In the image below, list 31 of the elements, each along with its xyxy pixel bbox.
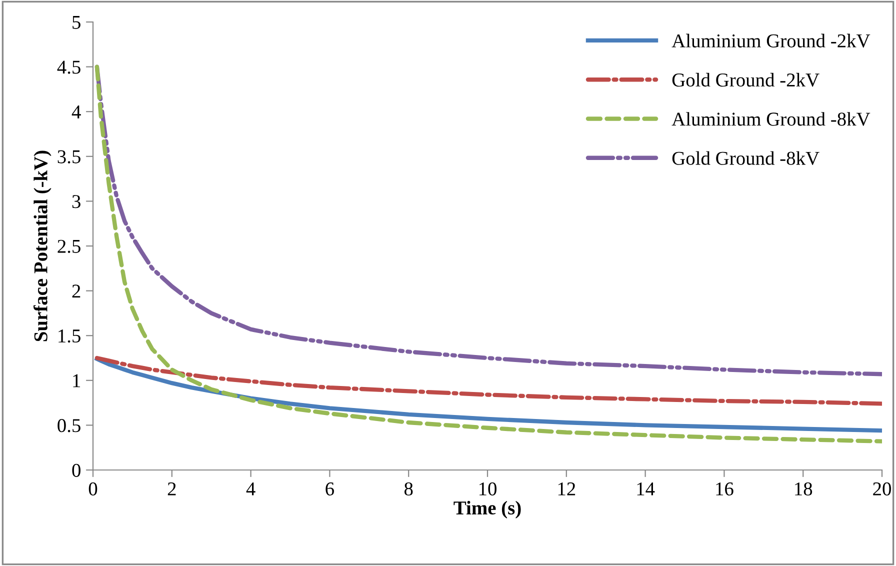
line-series: [94, 356, 882, 406]
y-axis-title: Surface Potential (-kV): [34, 150, 52, 342]
x-tick-label: 10: [479, 482, 496, 496]
x-tick-label: 2: [168, 482, 176, 496]
legend-label: Gold Ground -8kV: [672, 151, 820, 165]
legend-label: Aluminium Ground -2kV: [672, 34, 870, 48]
y-tick-label: 0: [72, 464, 80, 477]
y-tick-label: 4: [72, 106, 81, 118]
x-tick-label: 12: [558, 482, 576, 496]
x-tick-label: 0: [88, 482, 98, 496]
x-axis-title: Time (s): [454, 500, 521, 518]
y-tick-label: 1: [73, 374, 80, 388]
x-tick-label: 6: [326, 482, 334, 496]
line-series: [94, 64, 882, 444]
y-tick-label: 4.5: [57, 60, 80, 74]
y-tick-label: 2.5: [58, 240, 80, 254]
legend-label: Aluminium Ground -8kV: [672, 112, 870, 126]
y-tick-label: 3: [72, 195, 80, 208]
legend-label: Gold Ground -2kV: [672, 72, 820, 87]
y-tick-label: 3.5: [58, 150, 80, 164]
y-tick-label: 0.5: [58, 419, 80, 432]
y-tick-label: 2: [72, 284, 80, 298]
x-tick-label: 4: [246, 482, 256, 496]
x-tick-label: 20: [873, 482, 891, 496]
x-tick-label: 18: [795, 482, 812, 496]
y-tick-label: 5: [72, 16, 80, 29]
y-tick-label: 1.5: [58, 330, 80, 343]
x-tick-label: 8: [404, 482, 413, 496]
x-tick-label: 16: [716, 482, 734, 496]
line-series: [94, 356, 882, 433]
x-tick-label: 14: [637, 482, 655, 496]
